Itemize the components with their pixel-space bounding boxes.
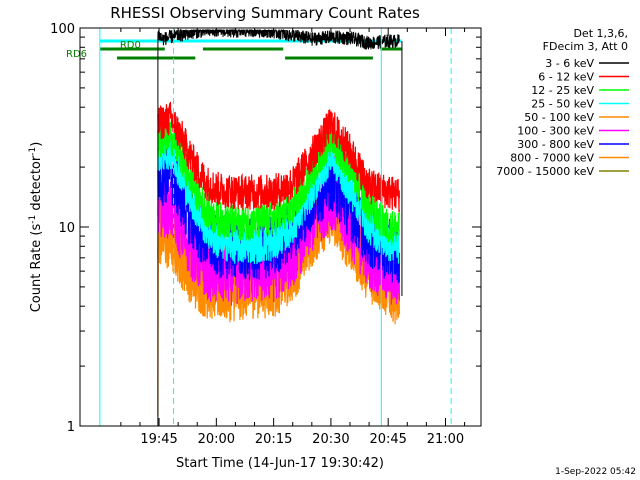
y-axis-label-main: Count Rate (s [29,224,44,313]
x-axis-label: Start Time (14-Jun-17 19:30:42) [176,456,384,471]
x-tick-label: 21:00 [427,432,464,447]
legend-label: 7000 - 15000 keV [496,165,594,178]
x-tick-label: 20:15 [255,432,292,447]
legend-label: 12 - 25 keV [531,84,594,97]
flag-label-rd0: RD0 [120,40,141,51]
series-layer [157,28,403,426]
series-line-1 [157,101,400,213]
legend-label: 3 - 6 keV [545,57,594,70]
series-line-0 [157,28,400,50]
y-axis-label-sup2: -1 [28,147,38,156]
y-tick-label: 100 [50,22,75,37]
x-tick-label: 20:45 [369,432,406,447]
legend-header-line-2: FDecim 3, Att 0 [543,40,628,53]
legend-label: 50 - 100 keV [524,111,594,124]
legend-header-line-1: Det 1,3,6, [573,27,628,40]
vertical-lines-layer [99,28,452,426]
x-axis: 19:45 20:00 20:15 20:30 20:45 21:00 [120,28,466,447]
y-axis-label-mid: detector [29,155,44,215]
legend-label: 6 - 12 keV [538,71,594,84]
x-tick-label: 20:30 [312,432,349,447]
timestamp: 1-Sep-2022 05:42 [555,467,636,477]
x-tick-label: 20:00 [198,432,235,447]
series-line-3 [157,133,400,264]
chart-title: RHESSI Observing Summary Count Rates [110,4,420,22]
y-tick-label: 1 [67,420,75,435]
legend-label: 25 - 50 keV [531,98,594,111]
y-axis-label-sup1: -1 [28,215,38,224]
legend-label: 100 - 300 keV [517,125,594,138]
y-tick-label: 10 [58,221,75,236]
x-tick-label: 19:45 [140,432,177,447]
y-axis-label: Count Rate (s-1 detector-1) [28,142,44,313]
legend-label: 800 - 7000 keV [510,152,594,165]
y-axis-label-end: ) [29,142,44,147]
flag-label-rd6: RD6 [66,49,87,60]
series-line-2 [157,119,400,247]
legend-label: 300 - 800 keV [517,138,594,151]
y-axis: 1 10 100 [50,22,481,435]
